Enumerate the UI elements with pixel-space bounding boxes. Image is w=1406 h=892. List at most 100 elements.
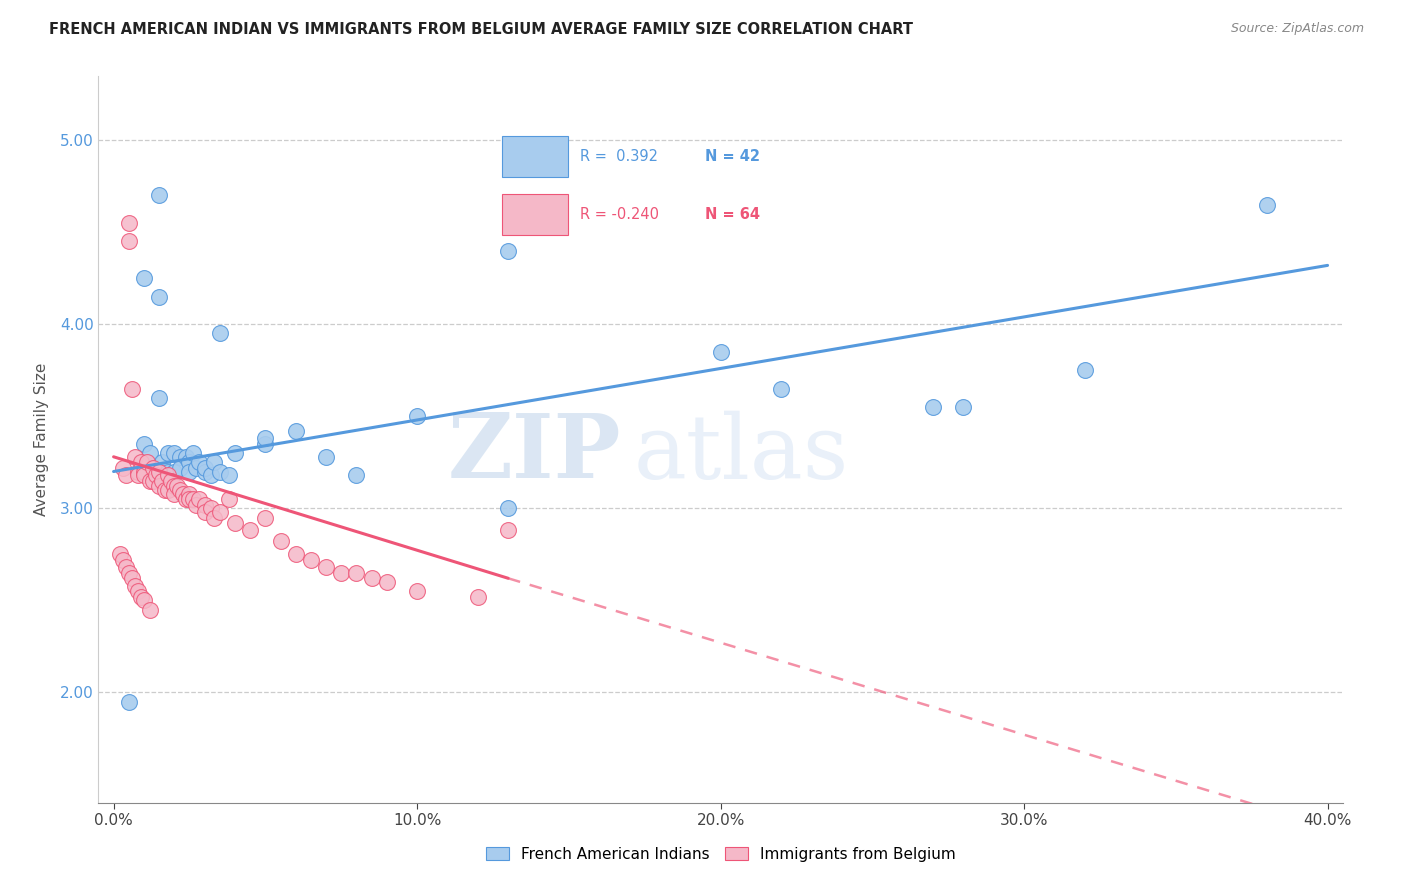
Point [176,450,198,464]
Point [114,468,136,483]
Point [148,290,170,304]
Point [163,465,186,479]
Point [208,505,231,519]
Point [179,455,201,469]
Point [202,455,225,469]
Point [139,602,162,616]
Point [239,524,262,538]
Point [118,235,141,249]
Point [922,400,945,414]
Point [108,547,131,561]
Point [132,468,155,483]
Point [952,400,974,414]
Point [202,510,225,524]
Point [157,446,180,460]
Point [163,486,186,500]
Point [218,492,240,507]
Point [315,560,337,574]
Point [179,492,201,507]
Point [218,468,240,483]
Text: Source: ZipAtlas.com: Source: ZipAtlas.com [1230,22,1364,36]
Point [496,501,519,516]
Point [1074,363,1097,377]
Point [344,566,367,580]
Point [284,547,307,561]
Point [254,437,277,451]
Point [118,695,141,709]
Point [709,344,731,359]
Point [270,534,292,549]
Text: ZIP: ZIP [447,410,621,498]
Point [132,271,155,285]
Point [360,571,382,585]
Text: FRENCH AMERICAN INDIAN VS IMMIGRANTS FROM BELGIUM AVERAGE FAMILY SIZE CORRELATIO: FRENCH AMERICAN INDIAN VS IMMIGRANTS FRO… [49,22,914,37]
Point [148,391,170,405]
Point [124,450,146,464]
Point [194,498,217,512]
Point [284,424,307,438]
Point [148,479,170,493]
Point [330,566,353,580]
Point [114,560,136,574]
Point [145,468,167,483]
Point [208,326,231,341]
Point [157,483,180,497]
Point [254,510,277,524]
Point [200,468,222,483]
Point [176,492,198,507]
Point [406,584,429,599]
Point [136,455,159,469]
Point [111,553,134,567]
Point [148,465,170,479]
Point [496,524,519,538]
Point [139,446,162,460]
Y-axis label: Average Family Size: Average Family Size [34,363,49,516]
Point [118,566,141,580]
Point [121,382,143,396]
Text: atlas: atlas [634,410,849,498]
Point [121,571,143,585]
Point [132,593,155,607]
Point [163,479,186,493]
Point [172,486,194,500]
Point [111,460,134,475]
Point [150,474,173,488]
Point [132,465,155,479]
Point [169,450,191,464]
Point [157,468,180,483]
Point [142,460,165,475]
Point [129,455,152,469]
Point [127,584,149,599]
Point [169,483,191,497]
Point [179,486,201,500]
Point [179,465,201,479]
Point [224,516,246,530]
Point [194,465,217,479]
Point [157,465,180,479]
Point [406,409,429,424]
Point [1256,197,1278,211]
Point [163,446,186,460]
Point [344,468,367,483]
Point [208,465,231,479]
Point [496,244,519,258]
Point [184,460,207,475]
Point [142,474,165,488]
Point [187,455,209,469]
Point [770,382,793,396]
Point [184,498,207,512]
Point [299,553,322,567]
Point [139,474,162,488]
Point [129,590,152,604]
Point [150,455,173,469]
Point [194,460,217,475]
Point [148,188,170,202]
Point [181,492,204,507]
Point [375,574,398,589]
Point [118,216,141,230]
Point [166,479,188,493]
Point [187,492,209,507]
Point [132,437,155,451]
Legend: French American Indians, Immigrants from Belgium: French American Indians, Immigrants from… [479,840,962,868]
Point [254,431,277,445]
